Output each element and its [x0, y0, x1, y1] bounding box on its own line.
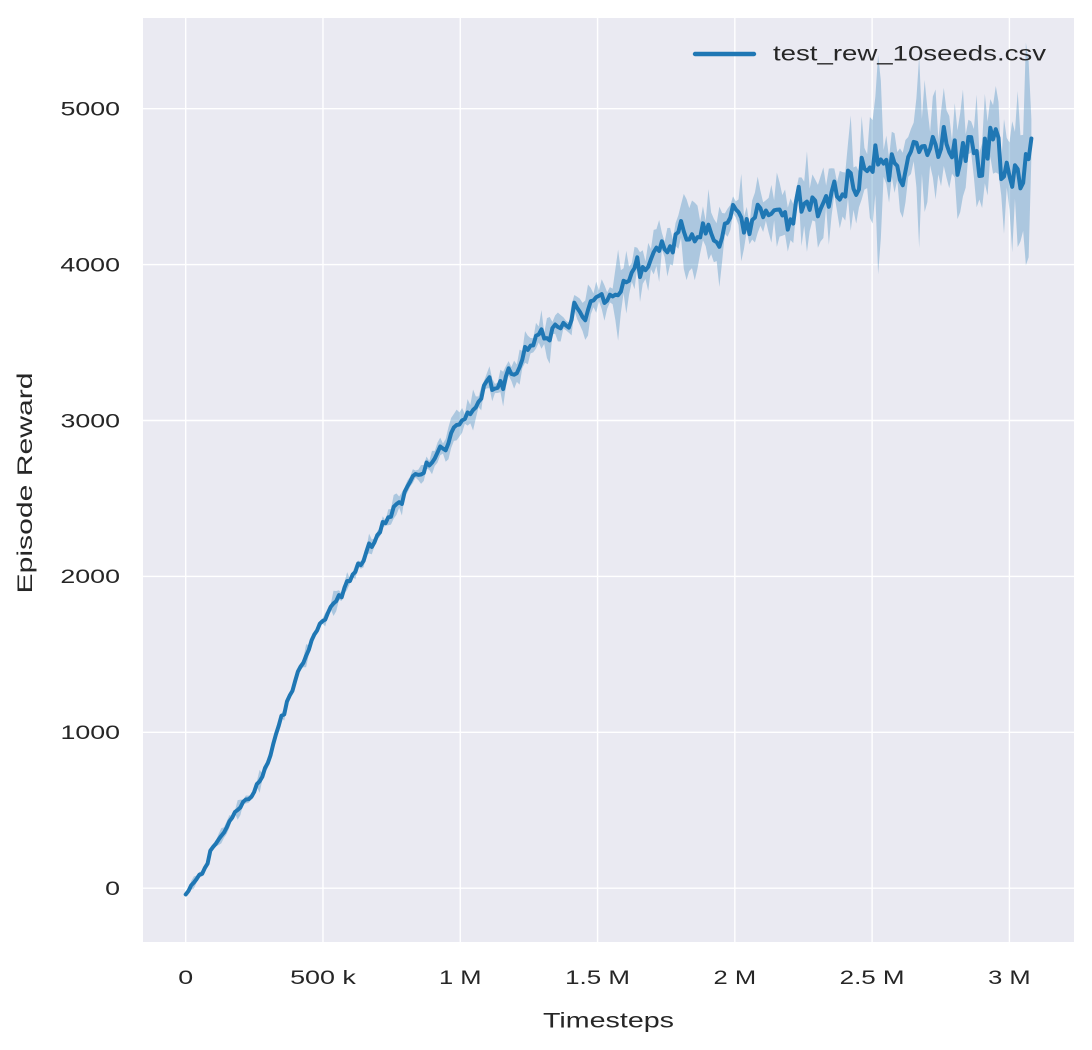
svg-text:test_rew_10seeds.csv: test_rew_10seeds.csv	[773, 43, 1047, 66]
svg-text:1000: 1000	[61, 723, 121, 744]
svg-text:1.5 M: 1.5 M	[565, 968, 630, 989]
svg-text:3 M: 3 M	[988, 968, 1031, 989]
svg-text:2000: 2000	[60, 567, 120, 588]
svg-text:0: 0	[105, 879, 120, 900]
svg-text:3000: 3000	[61, 411, 121, 432]
svg-text:5000: 5000	[61, 100, 121, 121]
svg-text:1 M: 1 M	[439, 968, 482, 989]
svg-text:2.5 M: 2.5 M	[840, 968, 905, 989]
svg-text:Episode Reward: Episode Reward	[14, 373, 37, 594]
svg-text:4000: 4000	[60, 255, 120, 276]
svg-text:2 M: 2 M	[714, 968, 757, 989]
svg-text:0: 0	[178, 968, 193, 989]
svg-text:Timesteps: Timesteps	[543, 1010, 674, 1033]
svg-text:500 k: 500 k	[290, 968, 357, 989]
